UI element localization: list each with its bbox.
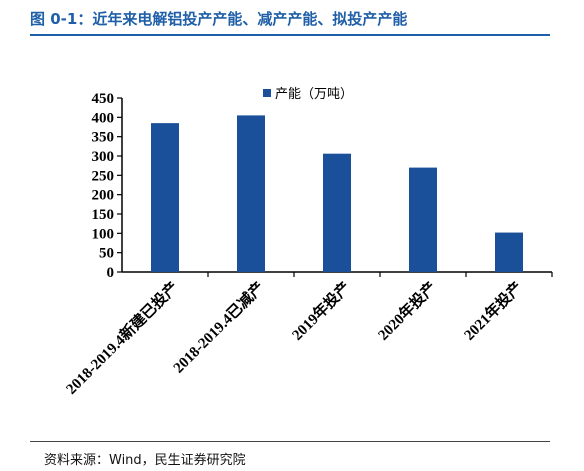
y-tick-label: 300 [92,149,115,165]
y-tick-label: 200 [92,188,115,204]
x-category-label: 2018-2019.4已减产 [169,278,267,376]
y-tick-label: 350 [92,130,115,146]
y-tick-label: 100 [92,226,115,242]
x-category-label: 2020年投产 [374,278,440,344]
bar [237,115,265,273]
source-divider [30,441,550,442]
y-axis-ticks: 0 50 100 150 200 250 300 350 400 450 [92,91,122,281]
y-tick-label: 0 [107,265,115,281]
bar [323,153,351,272]
y-tick-label: 450 [92,91,115,107]
legend-label: 产能（万吨） [275,87,353,102]
figure-title: 图 0-1：近年来电解铝投产产能、减产产能、拟投产产能 [30,10,408,28]
bar [409,167,437,272]
title-underline [30,34,550,36]
legend-swatch [263,89,271,97]
x-category-label: 2018-2019.4新建已投产 [62,278,182,398]
source-note: 资料来源：Wind，民生证券研究院 [44,453,246,468]
legend: 产能（万吨） [263,87,353,102]
bar [495,232,523,272]
bars-group [151,115,523,273]
y-tick-label: 400 [92,110,115,126]
bar [151,123,179,272]
y-tick-label: 250 [92,168,115,184]
y-tick-label: 150 [92,207,115,223]
x-category-label: 2019年投产 [288,278,354,344]
y-tick-label: 50 [99,246,114,262]
x-category-label: 2021年投产 [460,278,526,344]
